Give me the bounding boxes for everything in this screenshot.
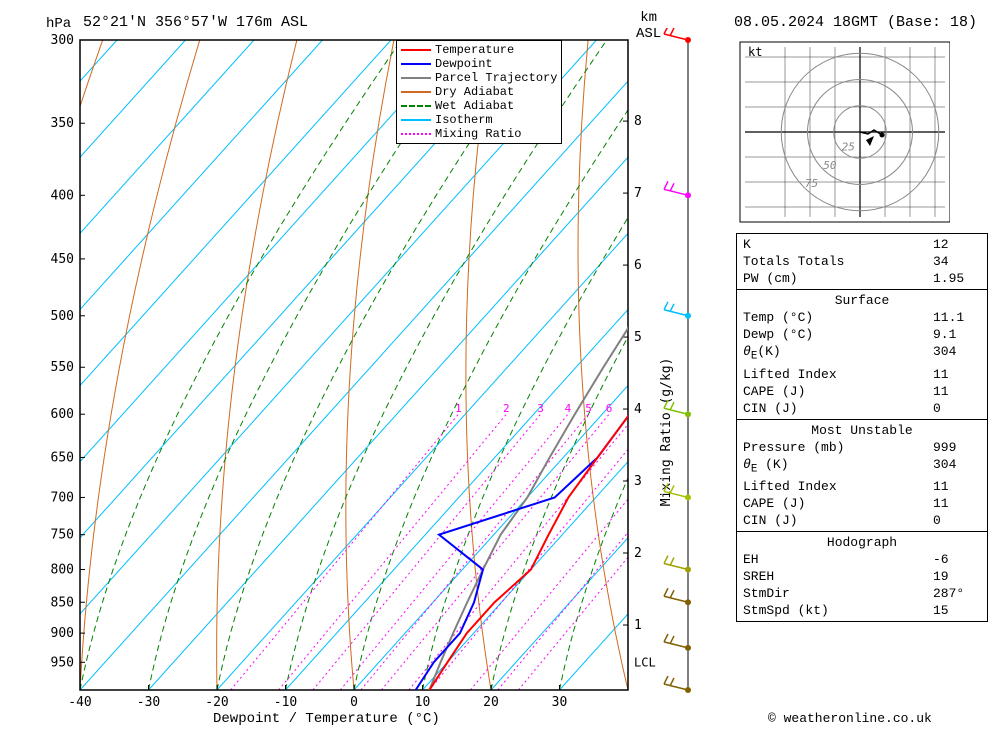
hodograph-chart: 25 50 75 kt [730, 32, 950, 232]
svg-text:400: 400 [51, 188, 74, 203]
svg-text:-20: -20 [205, 695, 228, 710]
hodograph-section: Hodograph EH-6 SREH19 StmDir287° StmSpd … [737, 531, 987, 621]
legend-box: TemperatureDewpointParcel TrajectoryDry … [396, 40, 562, 144]
svg-text:8: 8 [634, 114, 642, 129]
svg-text:5: 5 [585, 402, 592, 415]
svg-text:10: 10 [415, 695, 431, 710]
svg-text:4: 4 [634, 402, 642, 417]
svg-text:950: 950 [51, 655, 74, 670]
svg-text:450: 450 [51, 252, 74, 267]
svg-text:7: 7 [634, 186, 642, 201]
svg-text:-10: -10 [274, 695, 297, 710]
svg-text:6: 6 [606, 402, 613, 415]
svg-text:300: 300 [51, 33, 74, 48]
svg-text:0: 0 [350, 695, 358, 710]
svg-text:75: 75 [805, 177, 818, 190]
most-unstable-section: Most Unstable Pressure (mb)999 θE (K)304… [737, 419, 987, 532]
svg-text:500: 500 [51, 309, 74, 324]
svg-text:-30: -30 [137, 695, 160, 710]
svg-text:750: 750 [51, 528, 74, 543]
surface-section: Surface Temp (°C)11.1 Dewp (°C)9.1 θE(K)… [737, 289, 987, 419]
svg-text:600: 600 [51, 407, 74, 422]
svg-text:800: 800 [51, 563, 74, 578]
svg-text:550: 550 [51, 360, 74, 375]
svg-text:6: 6 [634, 258, 642, 273]
svg-text:25: 25 [842, 140, 855, 153]
svg-text:2: 2 [634, 546, 642, 561]
svg-text:1: 1 [634, 618, 642, 633]
svg-text:350: 350 [51, 116, 74, 131]
svg-text:50: 50 [823, 159, 837, 172]
skewt-container: 52°21'N 356°57'W 176m ASL 08.05.2024 18G… [8, 8, 992, 725]
indices-section: K12 Totals Totals34 PW (cm)1.95 [737, 234, 987, 289]
indices-table: K12 Totals Totals34 PW (cm)1.95 Surface … [736, 233, 988, 622]
svg-text:20: 20 [483, 695, 499, 710]
svg-text:5: 5 [634, 330, 642, 345]
svg-text:850: 850 [51, 595, 74, 610]
svg-text:-40: -40 [68, 695, 91, 710]
svg-text:kt: kt [748, 45, 762, 59]
svg-text:700: 700 [51, 490, 74, 505]
svg-text:LCL: LCL [634, 655, 656, 669]
svg-text:3: 3 [537, 402, 544, 415]
svg-text:900: 900 [51, 626, 74, 641]
svg-text:15: 15 [691, 402, 704, 415]
skewt-chart: 1234568101520253003504004505005506006507… [8, 28, 708, 728]
svg-text:2: 2 [503, 402, 510, 415]
svg-text:30: 30 [552, 695, 568, 710]
svg-text:650: 650 [51, 450, 74, 465]
svg-text:3: 3 [634, 474, 642, 489]
datetime-title: 08.05.2024 18GMT (Base: 18) [734, 14, 977, 31]
copyright-text: © weatheronline.co.uk [768, 711, 932, 726]
svg-text:1: 1 [455, 402, 462, 415]
svg-text:Mixing Ratio (g/kg): Mixing Ratio (g/kg) [659, 358, 674, 507]
svg-text:4: 4 [565, 402, 572, 415]
